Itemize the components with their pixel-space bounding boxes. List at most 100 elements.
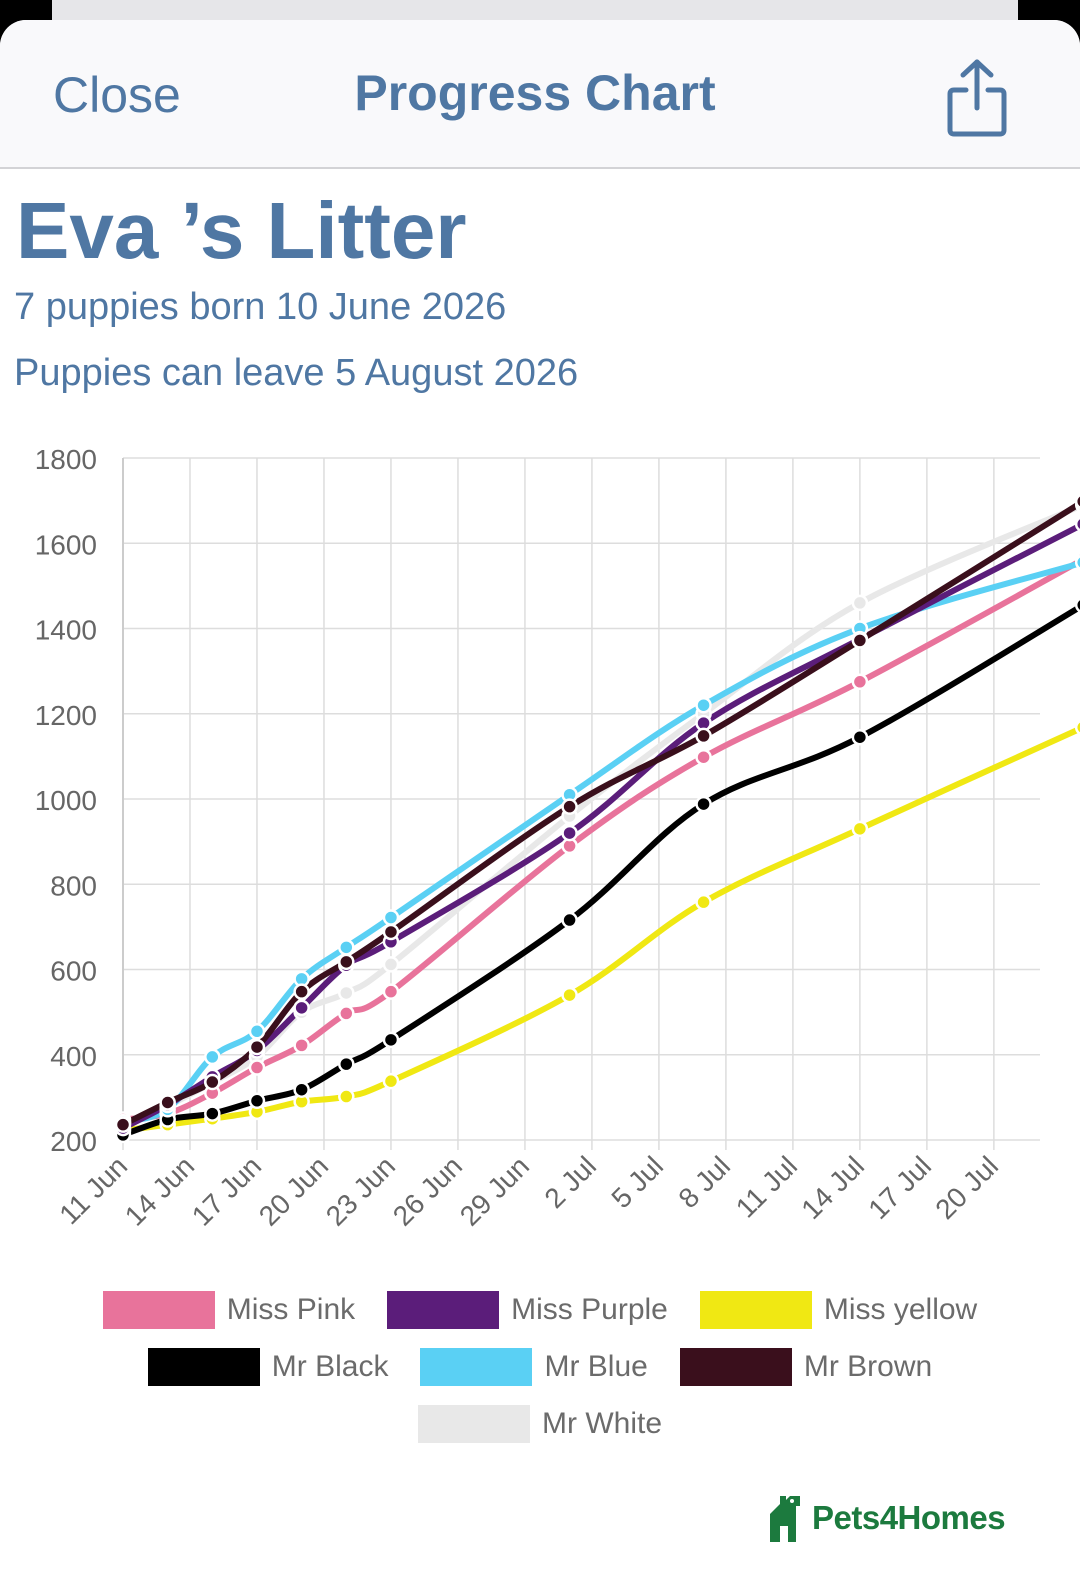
close-button[interactable]: Close <box>53 67 181 123</box>
share-icon <box>947 59 1007 137</box>
data-point <box>382 909 400 926</box>
share-button[interactable] <box>944 58 1010 138</box>
legend-item[interactable]: Miss Purple <box>387 1291 668 1329</box>
legend-swatch <box>102 1291 215 1329</box>
data-point <box>695 893 712 911</box>
legend-label: Mr White <box>542 1407 662 1440</box>
data-point <box>851 673 869 691</box>
legend-item[interactable]: Mr White <box>418 1405 662 1443</box>
data-point <box>293 1037 310 1054</box>
data-point <box>382 923 400 941</box>
navigation-bar: Close Progress Chart <box>0 20 1080 169</box>
y-tick-label: 1400 <box>35 615 97 646</box>
data-point <box>248 1092 266 1110</box>
data-point <box>159 1094 176 1111</box>
data-point <box>851 728 869 746</box>
x-tick-label: 11 Jun <box>53 1150 133 1230</box>
born-text: 7 puppies born 10 June 2026 <box>14 286 507 328</box>
legend-item[interactable]: Miss yellow <box>699 1291 978 1329</box>
data-point <box>293 1081 310 1098</box>
data-point <box>851 632 869 649</box>
legend-row: Mr White <box>0 1404 1080 1444</box>
x-tick-label: 14 Jul <box>795 1150 870 1225</box>
data-point <box>382 1072 400 1090</box>
data-point <box>561 824 578 842</box>
data-point <box>561 986 578 1004</box>
data-point <box>338 939 355 956</box>
data-point <box>338 953 355 971</box>
data-point <box>293 983 310 1000</box>
data-point <box>695 696 712 714</box>
data-point <box>248 1038 266 1056</box>
series-line <box>120 499 1080 1128</box>
data-point <box>561 911 578 929</box>
legend-label: Mr Black <box>271 1350 389 1383</box>
legend-item[interactable]: Miss Pink <box>102 1291 356 1329</box>
data-point <box>851 820 869 838</box>
x-tick-label: 20 Jul <box>929 1150 1004 1225</box>
data-point <box>695 795 712 813</box>
x-tick-label: 2 Jul <box>538 1150 602 1214</box>
data-point <box>382 1031 400 1049</box>
y-tick-label: 1600 <box>35 529 97 560</box>
x-tick-label: 26 Jun <box>387 1150 468 1231</box>
data-point <box>204 1048 221 1066</box>
y-tick-label: 800 <box>50 870 97 901</box>
data-point <box>338 1055 355 1073</box>
legend-label: Mr Blue <box>544 1350 648 1383</box>
data-point <box>695 748 712 766</box>
data-point <box>382 983 400 1000</box>
x-tick-label: 17 Jun <box>186 1150 267 1231</box>
y-tick-label: 1800 <box>35 444 97 475</box>
legend-item[interactable]: Mr Brown <box>679 1348 933 1386</box>
y-tick-label: 200 <box>50 1126 97 1157</box>
nav-title: Progress Chart <box>0 64 1080 122</box>
x-tick-label: 11 Jul <box>730 1150 803 1223</box>
legend-item[interactable]: Mr Black <box>147 1348 389 1386</box>
modal-sheet: Close Progress Chart Eva ’s Litter 7 pup… <box>0 20 1080 1582</box>
legend-item[interactable]: Mr Blue <box>420 1348 648 1386</box>
data-point <box>1074 554 1080 571</box>
x-tick-label: 5 Jul <box>605 1150 669 1214</box>
data-point <box>851 594 869 612</box>
leave-text: Puppies can leave 5 August 2026 <box>14 352 579 394</box>
data-point <box>248 1023 266 1040</box>
brand-name: Pets4Homes <box>812 1499 1006 1536</box>
legend-label: Miss Purple <box>511 1293 668 1326</box>
y-tick-label: 400 <box>50 1041 97 1072</box>
data-point <box>248 1059 266 1076</box>
y-tick-label: 1200 <box>35 700 97 731</box>
legend-swatch <box>147 1348 260 1386</box>
nav-title-text: Progress Chart <box>354 65 716 121</box>
legend-row: Mr Black Mr Blue Mr Brown <box>0 1347 1080 1387</box>
litter-title: Eva ’s Litter <box>16 186 467 275</box>
data-point <box>382 956 400 973</box>
data-point <box>695 727 712 745</box>
data-point <box>1074 493 1080 510</box>
x-tick-label: 14 Jun <box>119 1150 200 1231</box>
pets4homes-logo-icon <box>770 1496 800 1542</box>
legend-label: Mr Brown <box>803 1350 933 1383</box>
legend-swatch <box>387 1291 500 1329</box>
legend-swatch <box>420 1348 533 1386</box>
data-point <box>1074 516 1080 532</box>
y-tick-label: 1000 <box>35 785 97 816</box>
legend-swatch <box>418 1405 530 1443</box>
x-tick-label: 17 Jul <box>862 1150 937 1225</box>
data-point <box>1074 719 1080 735</box>
data-point <box>1074 597 1080 613</box>
chart-legend: Miss Pink Miss Purple Miss yellow Mr Black M… <box>0 1290 1080 1461</box>
data-point <box>338 984 355 1002</box>
x-tick-label: 23 Jun <box>320 1150 401 1231</box>
data-point <box>204 1105 221 1122</box>
data-point <box>561 798 578 815</box>
data-point <box>204 1073 221 1091</box>
y-tick-label: 600 <box>50 956 97 987</box>
data-point <box>293 999 310 1017</box>
x-tick-label: 29 Jun <box>454 1150 535 1231</box>
data-point <box>338 1005 355 1022</box>
legend-label: Miss yellow <box>823 1293 978 1326</box>
legend-label: Miss Pink <box>226 1293 356 1326</box>
legend-row: Miss Pink Miss Purple Miss yellow <box>0 1290 1080 1330</box>
